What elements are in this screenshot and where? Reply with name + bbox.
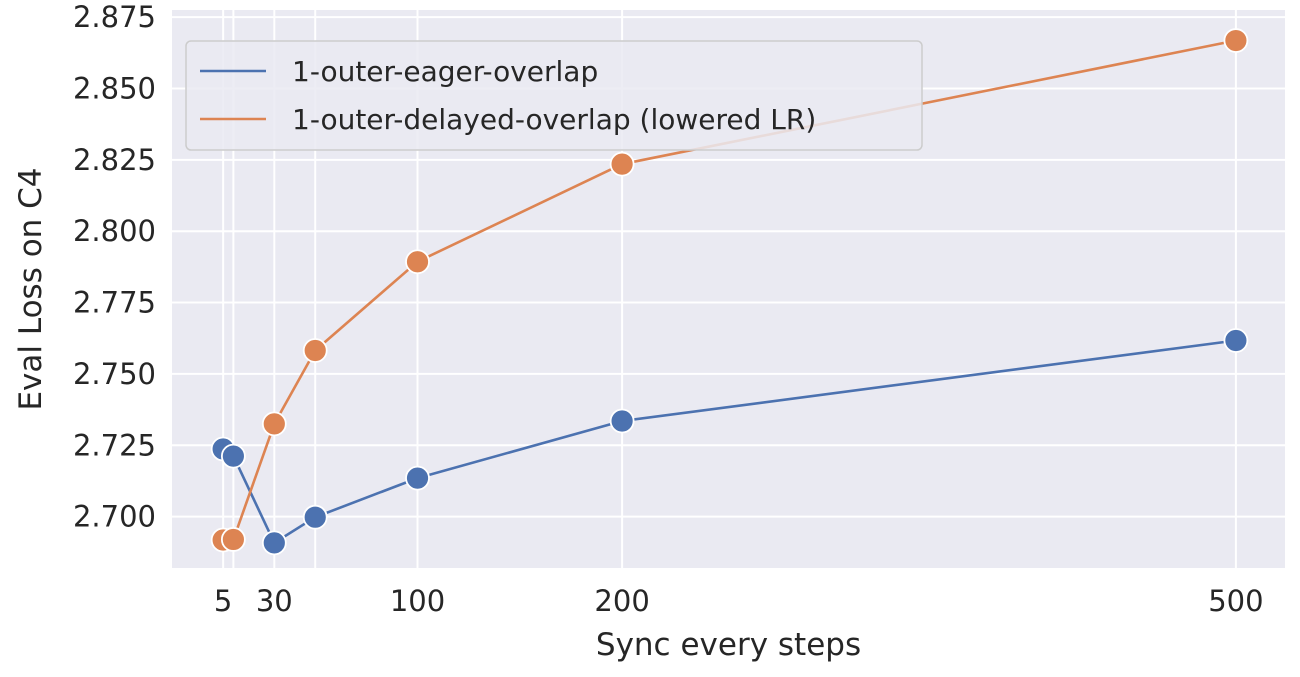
series-1-point	[405, 249, 430, 275]
x-tick-label: 100	[390, 584, 445, 618]
x-tick-label: 500	[1208, 584, 1263, 618]
x-tick-label: 30	[256, 584, 293, 618]
x-tick-label: 5	[214, 584, 232, 618]
legend: 1-outer-eager-overlap 1-outer-delayed-ove…	[185, 40, 923, 151]
legend-label: 1-outer-delayed-overlap (lowered LR)	[292, 103, 816, 136]
y-tick-label: 2.700	[73, 500, 156, 534]
y-tick-label: 2.800	[73, 214, 156, 248]
y-tick-label: 2.725	[73, 428, 156, 462]
x-tick-label: 200	[594, 584, 649, 618]
y-tick-label: 2.825	[73, 143, 156, 177]
series-1-point	[261, 411, 287, 437]
y-tick-label: 2.875	[73, 0, 156, 34]
y-tick-labels: 2.700 2.725 2.750 2.775 2.800 2.825 2.850 2.875	[73, 0, 156, 533]
series-0-point	[220, 443, 246, 469]
series-0-point	[261, 530, 287, 556]
series-1-point	[302, 338, 328, 363]
series-1-point	[220, 527, 246, 552]
legend-label: 1-outer-eager-overlap	[292, 55, 598, 88]
series-0-point	[405, 465, 430, 491]
series-0-point	[609, 408, 635, 434]
legend-box	[185, 40, 923, 151]
y-axis-label: Eval Loss on C4	[13, 167, 49, 410]
y-tick-label: 2.775	[73, 286, 156, 320]
y-tick-label: 2.750	[73, 357, 156, 391]
y-tick-label: 2.850	[73, 71, 156, 105]
series-1-point	[1223, 28, 1249, 53]
series-markers	[210, 28, 1249, 556]
series-0-point	[1223, 328, 1249, 353]
series-1-point	[609, 151, 635, 177]
x-axis-label: Sync every steps	[596, 627, 861, 663]
series-0-point	[302, 504, 328, 530]
x-tick-labels: 5 30 100 200 500	[214, 584, 1264, 618]
